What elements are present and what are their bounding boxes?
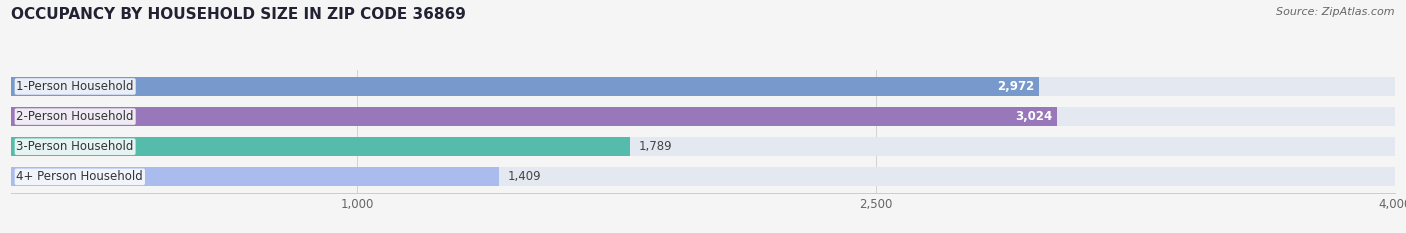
Text: 3-Person Household: 3-Person Household [17, 140, 134, 153]
Bar [11, 137, 630, 156]
Text: OCCUPANCY BY HOUSEHOLD SIZE IN ZIP CODE 36869: OCCUPANCY BY HOUSEHOLD SIZE IN ZIP CODE … [11, 7, 467, 22]
Text: 2-Person Household: 2-Person Household [17, 110, 134, 123]
Text: 1,789: 1,789 [638, 140, 672, 153]
Bar [11, 168, 1395, 186]
Text: 4+ Person Household: 4+ Person Household [17, 170, 143, 183]
Text: Source: ZipAtlas.com: Source: ZipAtlas.com [1277, 7, 1395, 17]
Text: 1,409: 1,409 [508, 170, 541, 183]
Text: 3,024: 3,024 [1015, 110, 1052, 123]
Bar [11, 137, 1395, 156]
Text: 1-Person Household: 1-Person Household [17, 80, 134, 93]
Bar [11, 77, 1039, 96]
Bar [11, 168, 499, 186]
Bar [11, 77, 1395, 96]
Text: 2,972: 2,972 [997, 80, 1033, 93]
Bar [11, 107, 1395, 126]
Bar [11, 107, 1057, 126]
